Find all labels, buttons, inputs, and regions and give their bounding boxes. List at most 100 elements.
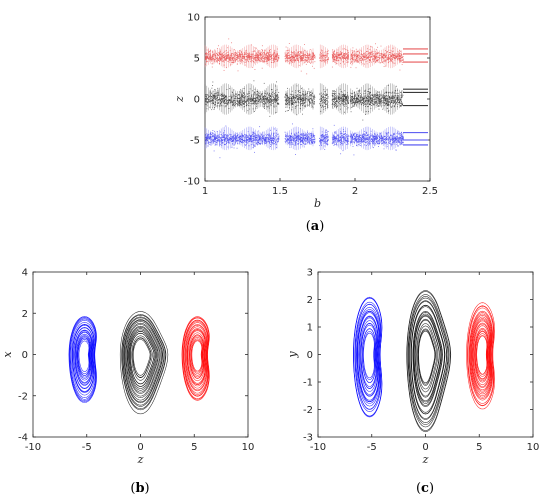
- data-point: [399, 58, 401, 60]
- data-point: [245, 64, 247, 66]
- data-point: [233, 99, 235, 101]
- data-point: [325, 93, 327, 95]
- data-point: [288, 56, 290, 58]
- data-point: [251, 99, 253, 101]
- data-point: [363, 104, 365, 105]
- data-point: [240, 99, 242, 101]
- data-point: [270, 102, 272, 104]
- data-point: [253, 56, 255, 58]
- data-point: [388, 91, 390, 93]
- data-point: [239, 60, 241, 62]
- data-point: [336, 63, 338, 64]
- data-point: [385, 141, 387, 143]
- data-point: [223, 98, 225, 100]
- data-point: [288, 60, 289, 62]
- data-point: [359, 51, 360, 53]
- data-point: [370, 102, 372, 104]
- data-point: [379, 57, 381, 58]
- data-point: [327, 53, 329, 55]
- data-point: [402, 60, 404, 62]
- data-point: [372, 98, 374, 100]
- data-point: [240, 50, 242, 52]
- data-point: [331, 99, 333, 101]
- data-point: [337, 53, 338, 55]
- data-point: [347, 97, 349, 98]
- data-point: [252, 97, 254, 99]
- data-point: [257, 58, 259, 60]
- data-point: [234, 137, 236, 139]
- data-point: [239, 137, 241, 139]
- data-point: [222, 92, 224, 94]
- data-point: [345, 53, 347, 55]
- data-point: [236, 99, 238, 101]
- data-point: [374, 55, 376, 57]
- data-point: [379, 102, 381, 104]
- data-point: [273, 101, 275, 103]
- data-point: [208, 100, 210, 102]
- data-point: [273, 54, 275, 56]
- data-point: [308, 104, 310, 106]
- data-point: [277, 56, 279, 58]
- data-point: [340, 96, 342, 98]
- data-point: [214, 55, 216, 56]
- data-point: [336, 57, 338, 59]
- data-point: [383, 60, 385, 62]
- data-point: [214, 53, 215, 55]
- data-point: [287, 97, 289, 99]
- data-point: [215, 103, 216, 105]
- data-point: [209, 90, 211, 92]
- data-point: [378, 54, 380, 56]
- data-point: [358, 90, 360, 92]
- data-point: [225, 137, 227, 139]
- data-point: [222, 52, 224, 54]
- data-point: [356, 101, 358, 103]
- data-point: [234, 143, 235, 145]
- data-point: [354, 132, 356, 134]
- data-point: [210, 57, 212, 59]
- data-point: [299, 53, 301, 55]
- data-point: [382, 57, 384, 59]
- data-point: [273, 132, 275, 134]
- data-point: [205, 94, 207, 96]
- data-point: [219, 58, 221, 60]
- data-point: [353, 56, 355, 58]
- data-point: [350, 101, 351, 103]
- data-point: [288, 103, 290, 105]
- data-point: [288, 99, 290, 101]
- data-point: [324, 91, 326, 93]
- data-point: [252, 138, 254, 140]
- data-point: [378, 95, 380, 97]
- data-point: [212, 54, 214, 56]
- data-point: [242, 101, 244, 102]
- data-point: [363, 100, 365, 102]
- data-point: [308, 90, 310, 92]
- data-point: [217, 105, 219, 107]
- data-point: [392, 53, 393, 55]
- data-point: [243, 58, 245, 60]
- data-point: [287, 47, 289, 49]
- data-point: [358, 143, 360, 145]
- data-point: [302, 99, 304, 101]
- data-point: [309, 56, 311, 58]
- data-point: [288, 142, 289, 144]
- data-point: [375, 43, 376, 45]
- data-point: [365, 61, 367, 63]
- data-point: [246, 93, 248, 95]
- data-point: [288, 55, 290, 56]
- data-point: [359, 92, 361, 94]
- data-point: [300, 58, 302, 60]
- data-point: [387, 102, 389, 104]
- data-point: [334, 96, 336, 98]
- data-point: [336, 100, 338, 102]
- data-point: [224, 58, 226, 60]
- data-point: [367, 50, 369, 52]
- series-2: [204, 123, 428, 159]
- data-point: [349, 99, 351, 101]
- data-point: [277, 59, 279, 61]
- data-point: [248, 102, 250, 104]
- data-point: [277, 54, 278, 56]
- data-point: [382, 95, 384, 97]
- data-point: [205, 52, 207, 54]
- data-point: [236, 103, 237, 104]
